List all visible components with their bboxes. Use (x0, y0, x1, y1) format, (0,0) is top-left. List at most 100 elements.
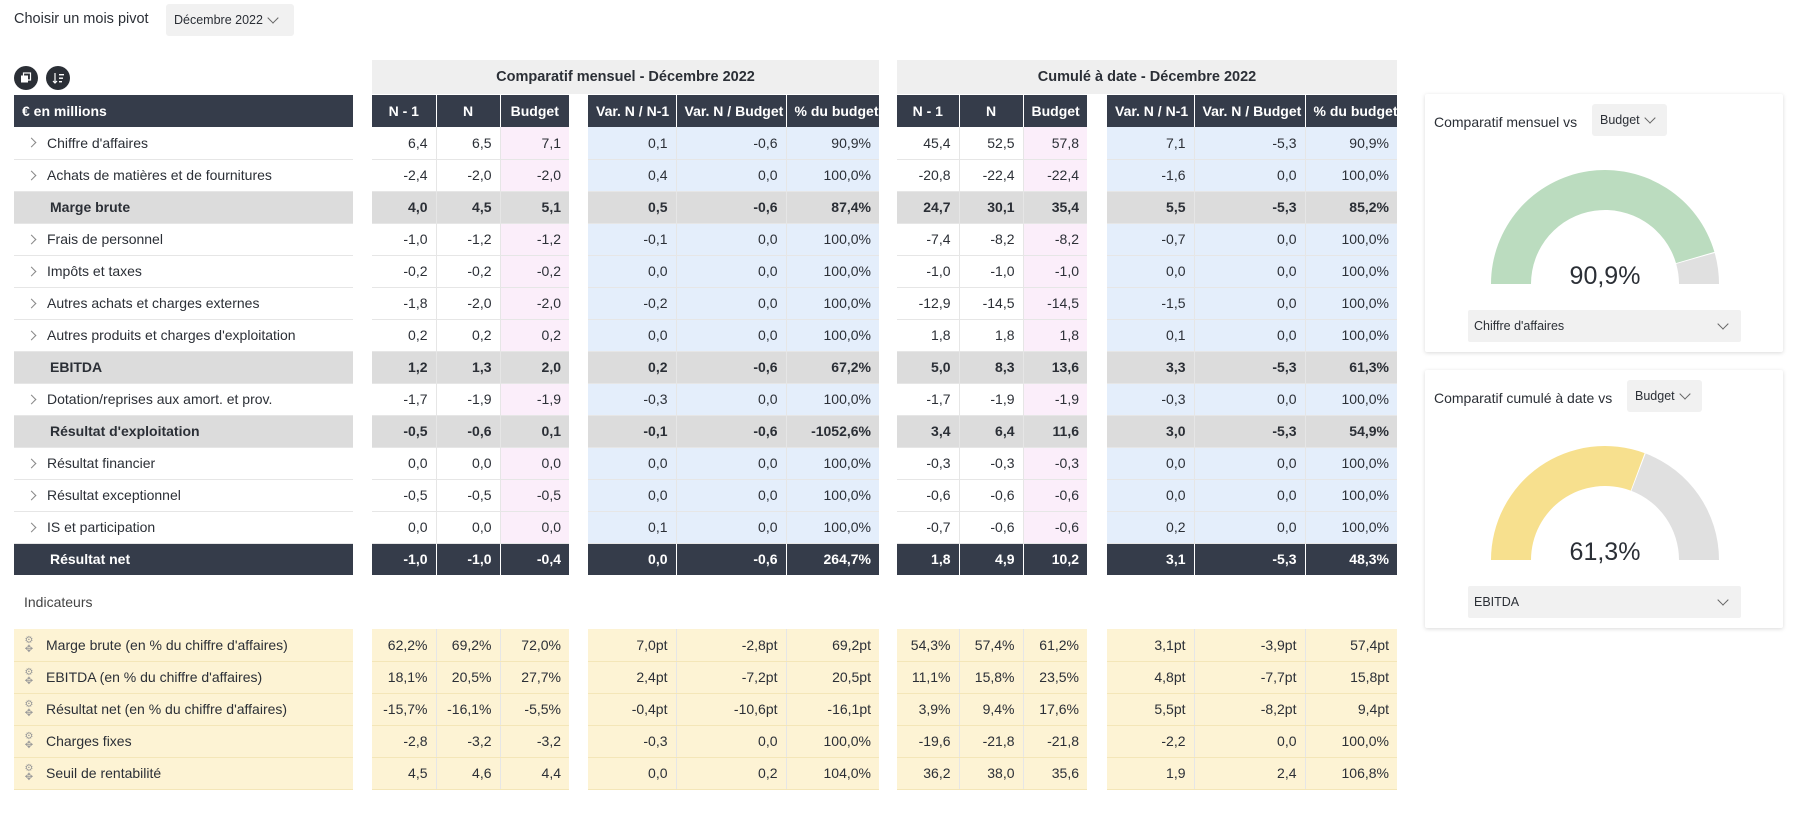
settings-drag-icon[interactable]: ⚙ ✥ (24, 667, 34, 687)
table-row[interactable]: Autres produits et charges d'exploitatio… (14, 319, 353, 352)
cell-value (897, 575, 959, 629)
table-row: 4,0 4,5 5,1 (372, 191, 569, 224)
column-header[interactable]: % du budget (1304, 95, 1397, 127)
cell-value: 62,2% (372, 629, 436, 662)
row-label-text: Frais de personnel (47, 231, 163, 247)
cell-value: 0,0 (588, 447, 676, 480)
cell-value: -8,2pt (1193, 693, 1305, 726)
column-header[interactable]: N (958, 95, 1023, 127)
column-header[interactable]: Var. N / Budget (1193, 95, 1305, 127)
table-row: 0,0 0,0 100,0% (588, 255, 879, 288)
column-header[interactable]: Var. N / Budget (675, 95, 786, 127)
table-row[interactable]: Frais de personnel (14, 223, 353, 256)
row-label-cell: ⚙ ✥ Marge brute (en % du chiffre d'affaire… (14, 629, 353, 662)
column-header[interactable]: Budget (1022, 95, 1087, 127)
gauge1-compare-select[interactable]: Budget (1592, 104, 1667, 136)
row-label: EBITDA (22, 359, 345, 375)
table-row[interactable]: Autres achats et charges externes (14, 287, 353, 320)
cell-value: -19,6 (897, 725, 959, 758)
cell-value: -0,6 (958, 479, 1023, 512)
cell-value: -20,8 (897, 159, 959, 192)
column-header[interactable]: N - 1 (897, 95, 959, 127)
row-label: Chiffre d'affaires (22, 135, 345, 151)
chevron-down-icon (1717, 594, 1729, 606)
table-row: -2,4 -2,0 -2,0 (372, 159, 569, 192)
chevron-down-icon (1717, 318, 1729, 330)
pivot-month-value: Décembre 2022 (174, 13, 263, 27)
row-label-cell: Autres produits et charges d'exploitatio… (14, 319, 353, 352)
column-header[interactable]: Budget (499, 95, 569, 127)
column-header[interactable]: N (435, 95, 500, 127)
cell-value: 4,0 (372, 191, 436, 224)
table-row: 1,8 1,8 1,8 (897, 319, 1087, 352)
cell-value: -0,2 (372, 255, 436, 288)
row-label-text: Charges fixes (46, 733, 132, 749)
gauge2-compare-select[interactable]: Budget (1627, 380, 1702, 412)
gauge2-metric-dropdown[interactable]: EBITDA (1468, 586, 1741, 618)
chevron-right-icon[interactable] (26, 298, 37, 308)
cell-value: -1,9 (958, 383, 1023, 416)
cell-value: 0,0 (372, 447, 436, 480)
column-header[interactable]: % du budget (785, 95, 879, 127)
cell-value: 0,0 (1107, 479, 1194, 512)
cell-value: 0,1 (588, 127, 676, 160)
table-row[interactable]: Chiffre d'affaires (14, 127, 353, 160)
cell-value: -21,8 (958, 725, 1023, 758)
chevron-right-icon[interactable] (26, 458, 37, 468)
settings-drag-icon[interactable]: ⚙ ✥ (24, 731, 34, 751)
cell-value: 6,4 (372, 127, 436, 160)
table-row[interactable]: IS et participation (14, 511, 353, 544)
cell-value: 0,2 (372, 319, 436, 352)
row-label-cell: Frais de personnel (14, 223, 353, 256)
cell-value: 100,0% (785, 287, 879, 320)
table-row: 1,2 1,3 2,0 (372, 351, 569, 384)
cell-value: 100,0% (1304, 479, 1397, 512)
table-row: -1,7 -1,9 -1,9 (897, 383, 1087, 416)
table-row[interactable]: Résultat exceptionnel (14, 479, 353, 512)
table-row[interactable]: Impôts et taxes (14, 255, 353, 288)
cell-value: 18,1% (372, 661, 436, 694)
settings-drag-icon[interactable]: ⚙ ✥ (24, 699, 34, 719)
pivot-month-select[interactable]: Décembre 2022 (166, 4, 294, 36)
column-header[interactable]: Var. N / N-1 (1107, 95, 1194, 127)
settings-drag-icon[interactable]: ⚙ ✥ (24, 634, 34, 655)
chevron-right-icon[interactable] (26, 266, 37, 276)
copy-icon[interactable] (14, 66, 38, 90)
cell-value: -22,4 (1022, 159, 1087, 192)
chevron-right-icon[interactable] (26, 137, 37, 148)
chevron-down-icon (267, 12, 279, 24)
gauge1-metric-dropdown[interactable]: Chiffre d'affaires (1468, 310, 1741, 342)
cell-value: -1,9 (435, 383, 500, 416)
chevron-right-icon[interactable] (26, 394, 37, 404)
table-row: 1,8 4,9 10,2 (897, 543, 1087, 575)
table-row: 1,9 2,4 106,8% (1107, 757, 1397, 790)
column-header[interactable]: Var. N / N-1 (588, 95, 676, 127)
table-row[interactable]: Dotation/reprises aux amort. et prov. (14, 383, 353, 416)
sort-icon[interactable] (46, 66, 70, 90)
chevron-right-icon[interactable] (26, 490, 37, 500)
cell-value: -0,6 (958, 511, 1023, 544)
gauge-value-arc (1491, 170, 1715, 284)
chevron-right-icon[interactable] (26, 234, 37, 244)
chevron-right-icon[interactable] (26, 522, 37, 532)
table-row: 0,0 0,0 100,0% (588, 479, 879, 512)
cell-value: -0,5 (499, 479, 569, 512)
table-row[interactable]: Résultat financier (14, 447, 353, 480)
table-row: -2,8 -3,2 -3,2 (372, 725, 569, 758)
table-row: 45,4 52,5 57,8 (897, 127, 1087, 160)
monthly-table: N - 1 N Budget 6,4 6,5 7,1 -2,4 -2,0 -2,0 4,0 4,5 5… (372, 95, 569, 790)
cell-value: 3,9% (897, 693, 959, 726)
cell-value: 264,7% (785, 543, 879, 575)
cell-value: 0,2 (499, 319, 569, 352)
cell-value (500, 575, 569, 629)
chevron-right-icon[interactable] (26, 170, 37, 180)
column-header[interactable]: N - 1 (372, 95, 436, 127)
row-label: Autres achats et charges externes (22, 295, 345, 311)
table-row: ⚙ ✥ Seuil de rentabilité (14, 757, 353, 790)
chevron-right-icon[interactable] (26, 330, 37, 340)
settings-drag-icon[interactable]: ⚙ ✥ (24, 763, 34, 783)
table-row: -0,7 0,0 100,0% (1107, 223, 1397, 256)
row-label: ⚙ ✥ Seuil de rentabilité (22, 763, 345, 783)
monthly-variance-table: Var. N / N-1 Var. N / Budget% du budget 0,… (588, 95, 879, 790)
table-row[interactable]: Achats de matières et de fournitures (14, 159, 353, 192)
